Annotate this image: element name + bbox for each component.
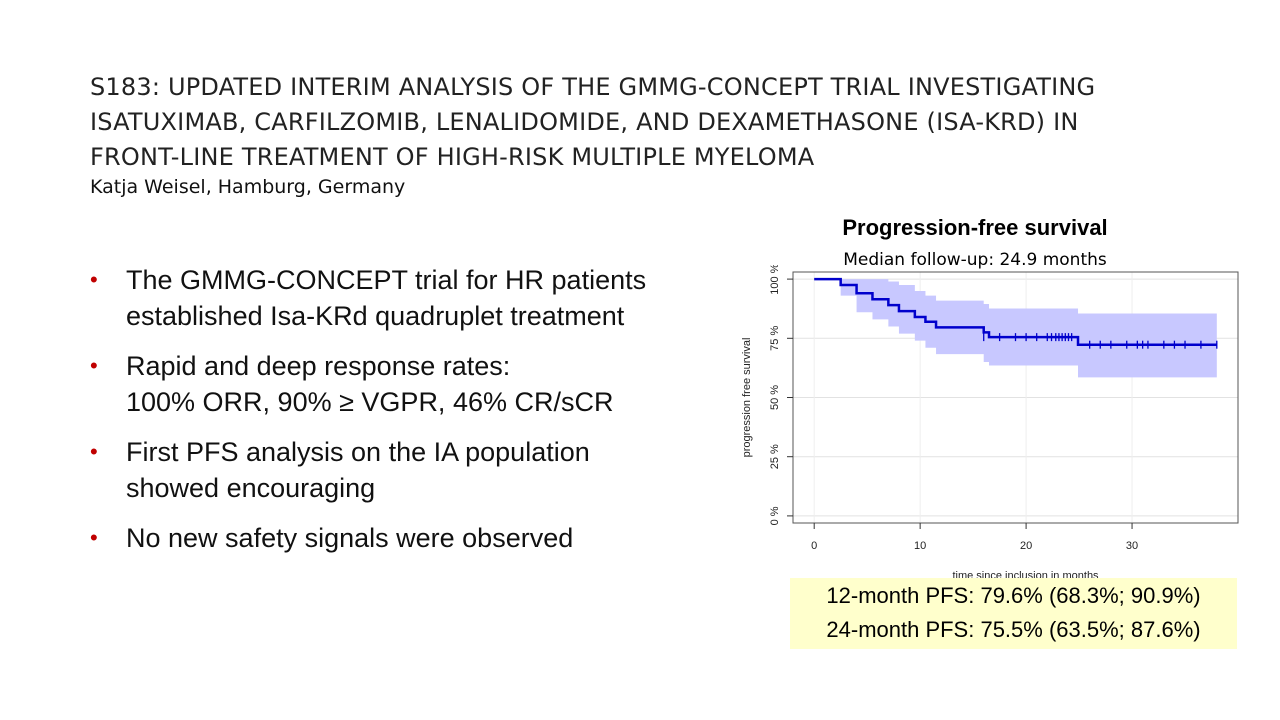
y-axis-label: progression free survival	[741, 338, 753, 458]
survival-curve	[814, 277, 1217, 346]
slide-title: S183: UPDATED INTERIM ANALYSIS OF THE GM…	[90, 70, 1210, 175]
confidence-band	[814, 279, 1217, 378]
x-tick-label: 30	[1126, 540, 1138, 552]
pfs-24-month: 24-month PFS: 75.5% (63.5%; 87.6%)	[826, 617, 1201, 642]
y-tick-label: 100 %	[769, 265, 781, 295]
chart-title: Progression-free survival	[842, 215, 1108, 240]
y-tick-label: 25 %	[769, 444, 781, 469]
bullet-list: • The GMMG-CONCEPT trial for HR patients…	[90, 262, 690, 570]
x-tick-label: 0	[811, 540, 817, 552]
bullet-text: The GMMG-CONCEPT trial for HR patients e…	[126, 265, 647, 331]
bullet-item-2: • Rapid and deep response rates: 100% OR…	[90, 348, 690, 420]
author-line: Katja Weisel, Hamburg, Germany	[90, 176, 406, 198]
bullet-marker: •	[90, 353, 98, 378]
pfs-12-month: 12-month PFS: 79.6% (68.3%; 90.9%)	[826, 583, 1201, 608]
bullet-item-3: • First PFS analysis on the IA populatio…	[90, 434, 690, 506]
bullet-item-1: • The GMMG-CONCEPT trial for HR patients…	[90, 262, 690, 334]
x-tick-label: 20	[1020, 540, 1032, 552]
y-tick-label: 50 %	[769, 385, 781, 410]
pfs-summary-box: 12-month PFS: 79.6% (68.3%; 90.9%) 24-mo…	[790, 578, 1237, 649]
y-tick-label: 75 %	[769, 326, 781, 351]
bullet-marker: •	[90, 267, 98, 292]
bullet-marker: •	[90, 439, 98, 464]
bullet-text: No new safety signals were observed	[126, 523, 574, 553]
y-tick-label: 0 %	[769, 506, 781, 525]
chart-subtitle: Median follow-up: 24.9 months	[843, 250, 1107, 270]
title-line-1: S183: UPDATED INTERIM ANALYSIS OF THE GM…	[90, 73, 1096, 101]
title-line-3: FRONT-LINE TREATMENT OF HIGH-RISK MULTIP…	[90, 143, 815, 171]
bullet-marker: •	[90, 525, 98, 550]
bullet-text: Rapid and deep response rates: 100% ORR,…	[126, 351, 614, 417]
x-tick-label: 10	[914, 540, 926, 552]
bullet-text: First PFS analysis on the IA population …	[126, 437, 590, 503]
title-line-2: ISATUXIMAB, CARFILZOMIB, LENALIDOMIDE, A…	[90, 108, 1079, 136]
bullet-item-4: • No new safety signals were observed	[90, 520, 690, 556]
